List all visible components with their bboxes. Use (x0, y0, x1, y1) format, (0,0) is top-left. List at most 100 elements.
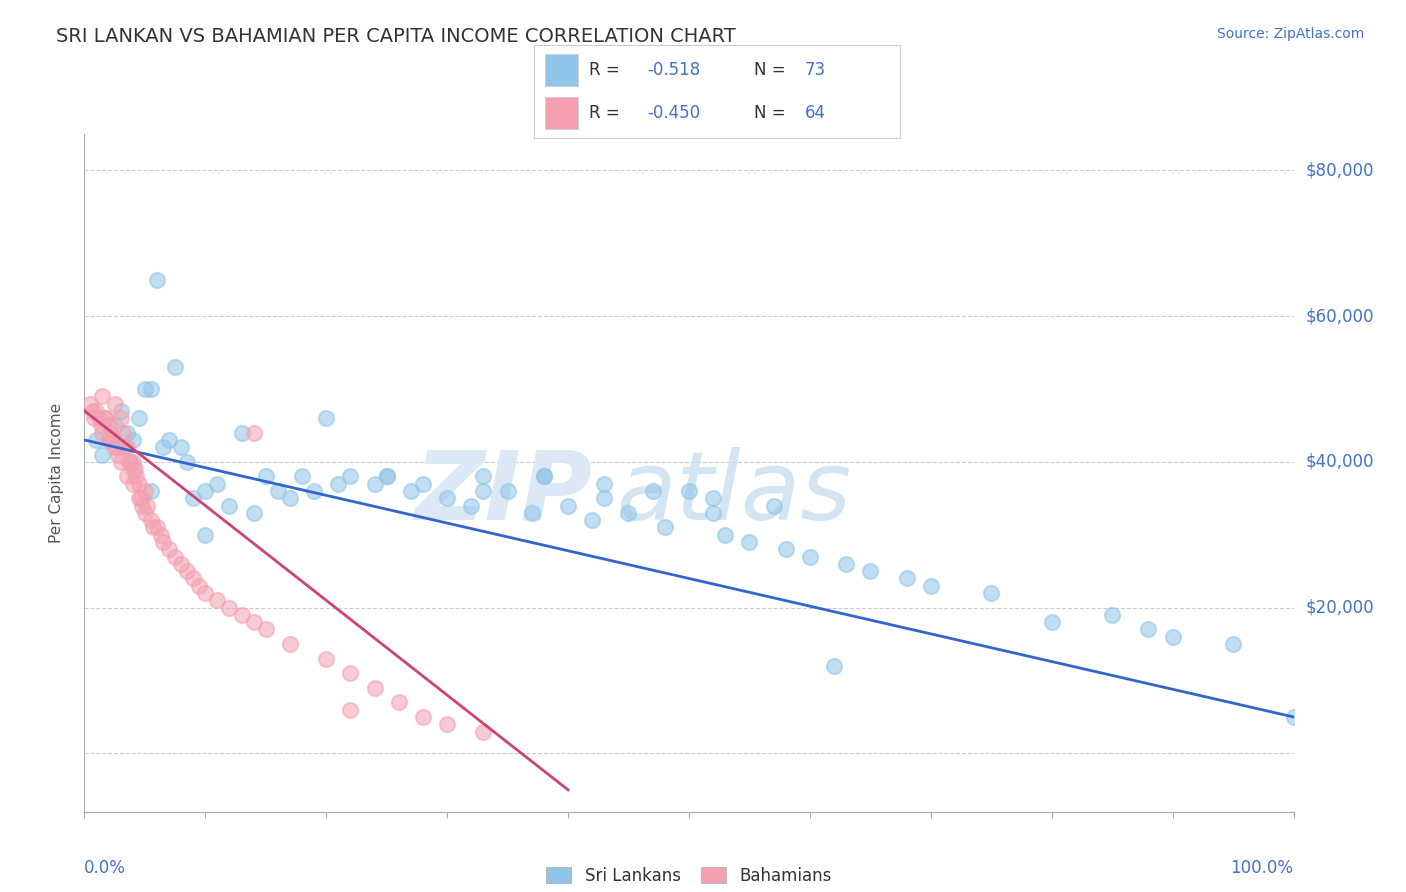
Point (86, 433, 108, 447)
Point (118, 455, 141, 469)
Point (375, 469, 398, 483)
Point (115, 425, 138, 440)
Point (157, 433, 180, 447)
Point (218, 600, 240, 615)
Point (339, 469, 361, 483)
Point (129, 491, 152, 506)
Point (163, 549, 186, 564)
Point (472, 483, 495, 498)
Point (121, 455, 143, 469)
Point (139, 382, 162, 396)
Point (581, 513, 603, 527)
Point (1101, 607, 1123, 622)
Point (79, 396, 101, 410)
Point (1137, 623, 1160, 637)
Point (412, 476, 434, 491)
Point (194, 483, 217, 498)
Point (302, 483, 325, 498)
Point (231, 425, 253, 440)
Point (86, 404, 108, 418)
Point (339, 703, 361, 717)
Text: 73: 73 (804, 61, 825, 78)
Point (533, 469, 555, 483)
Point (91, 448, 114, 462)
Point (128, 491, 150, 506)
Point (738, 535, 761, 549)
Point (593, 491, 616, 506)
Point (104, 440, 127, 454)
Point (134, 382, 156, 396)
Point (242, 425, 264, 440)
Point (242, 506, 264, 520)
Point (112, 425, 135, 440)
Point (436, 717, 458, 731)
Point (134, 506, 156, 520)
Point (328, 476, 350, 491)
Point (97, 418, 120, 433)
Point (363, 681, 385, 695)
Text: 64: 64 (804, 104, 825, 122)
Point (170, 557, 193, 571)
Point (104, 418, 127, 433)
Point (388, 695, 411, 709)
Point (218, 499, 240, 513)
Point (97, 433, 120, 447)
Point (1161, 630, 1184, 644)
Point (110, 404, 132, 418)
Point (100, 425, 122, 440)
Point (920, 579, 942, 593)
Point (617, 506, 640, 520)
Point (278, 637, 301, 651)
Point (110, 455, 132, 469)
Point (146, 272, 169, 286)
Legend: Sri Lankans, Bahamians: Sri Lankans, Bahamians (540, 860, 838, 891)
FancyBboxPatch shape (546, 97, 578, 129)
Text: N =: N = (754, 104, 790, 122)
Text: ZIP: ZIP (415, 447, 592, 540)
Point (231, 607, 253, 622)
Point (654, 520, 676, 534)
Point (762, 499, 785, 513)
Point (115, 469, 138, 483)
Point (823, 659, 845, 673)
Point (83, 411, 105, 425)
Point (181, 491, 204, 506)
Point (593, 476, 616, 491)
Text: -0.450: -0.450 (648, 104, 700, 122)
Text: $40,000: $40,000 (1306, 453, 1374, 471)
Point (142, 520, 165, 534)
Point (128, 476, 150, 491)
Point (82, 404, 104, 418)
Text: R =: R = (589, 61, 626, 78)
Point (207, 476, 229, 491)
Point (112, 440, 135, 454)
Point (702, 506, 724, 520)
Point (91, 389, 114, 403)
FancyBboxPatch shape (546, 54, 578, 86)
Point (520, 506, 543, 520)
Point (134, 483, 156, 498)
Point (254, 469, 277, 483)
Point (678, 483, 700, 498)
Point (170, 440, 193, 454)
Text: -0.518: -0.518 (648, 61, 700, 78)
Point (315, 411, 337, 425)
Text: R =: R = (589, 104, 626, 122)
Text: N =: N = (754, 61, 790, 78)
Point (207, 593, 229, 607)
Point (139, 513, 162, 527)
Point (533, 469, 555, 483)
Point (97, 433, 120, 447)
Text: $60,000: $60,000 (1306, 307, 1374, 325)
Point (242, 615, 264, 630)
Point (146, 520, 169, 534)
Point (775, 542, 797, 557)
Point (472, 724, 495, 739)
Text: Source: ZipAtlas.com: Source: ZipAtlas.com (1216, 27, 1364, 41)
Point (94, 411, 117, 425)
Point (115, 440, 138, 454)
Point (149, 527, 172, 541)
Point (496, 483, 519, 498)
Point (105, 440, 128, 454)
Point (188, 579, 211, 593)
